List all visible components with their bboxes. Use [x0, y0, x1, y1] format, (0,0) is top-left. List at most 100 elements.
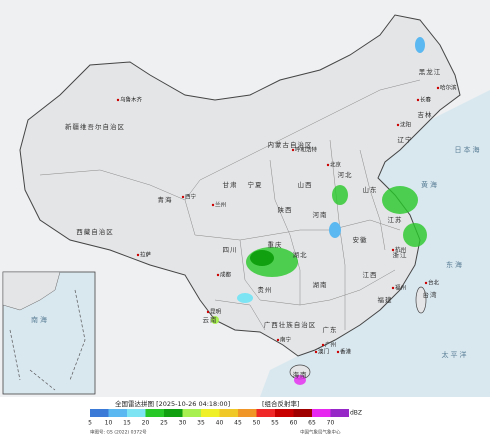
sea-label: 日本海: [455, 145, 482, 154]
legend-tick-label: 60: [290, 420, 298, 427]
legend-tick-label: 30: [179, 420, 187, 427]
legend-tick-label: 40: [216, 420, 224, 427]
region-label: 黑龙江: [419, 67, 442, 76]
city-dot: [391, 248, 395, 252]
region-label: 山西: [298, 180, 313, 189]
city-label: 兰州: [215, 201, 226, 209]
province-borders: [39, 79, 421, 331]
city-label: 杭州: [395, 246, 406, 254]
legend-tick-label: 25: [160, 420, 168, 427]
title: 全国雷达拼图 [2025-10-26 04:18:00]: [115, 399, 230, 408]
city-label: 北京: [330, 161, 342, 169]
sea-label: 太平洋: [442, 350, 469, 359]
region-label: 吉林: [418, 110, 433, 119]
legend-panel: [0, 397, 490, 439]
city-label: 台北: [428, 279, 440, 287]
legend-swatch: [164, 409, 183, 417]
legend-tick-label: 45: [234, 420, 242, 427]
city-dot: [216, 273, 220, 277]
legend-swatch: [201, 409, 220, 417]
city-dot: [116, 98, 120, 102]
city-label: 西宁: [185, 193, 197, 201]
city-dot: [291, 148, 295, 152]
region-label: 内蒙古自治区: [268, 140, 313, 149]
legend-swatch: [256, 409, 275, 417]
region-label: 新疆维吾尔自治区: [65, 122, 125, 131]
legend-swatch: [293, 409, 312, 417]
city-dot: [336, 350, 340, 354]
radar-echoes: [211, 37, 427, 385]
city-dot: [314, 350, 318, 354]
legend-swatch: [108, 409, 127, 417]
region-label: 山东: [363, 185, 378, 194]
product: [组合反射率]: [262, 399, 300, 408]
city-label: 澳门: [318, 348, 329, 356]
city-dot: [206, 310, 210, 314]
source: 中国气象局气象中心: [300, 429, 341, 436]
city-label: 哈尔滨: [440, 84, 457, 92]
legend-tick-label: 70: [327, 420, 335, 427]
legend-tick-label: 50: [253, 420, 261, 427]
legend-tick-label: 5: [88, 420, 92, 427]
region-label: 广东: [323, 325, 338, 334]
unit: dBZ: [350, 410, 362, 417]
city-dot: [396, 123, 400, 127]
city-label: 福州: [395, 284, 406, 292]
legend-tick-label: 35: [197, 420, 205, 427]
region-label: 云南: [203, 315, 218, 324]
sea-label: 黄海: [421, 180, 439, 189]
legend-swatch: [275, 409, 294, 417]
region-label: 青海: [158, 195, 173, 204]
legend-swatch: [90, 409, 109, 417]
region-label: 江苏: [388, 215, 403, 224]
inset-land: [2, 271, 61, 311]
region-label: 广西壮族自治区: [264, 320, 317, 329]
city-dot: [276, 338, 280, 342]
legend-swatch: [219, 409, 238, 417]
sea-label: 东海: [446, 260, 464, 269]
legend-tick-label: 65: [308, 420, 316, 427]
legend-swatch: [182, 409, 201, 417]
region-label: 湖南: [313, 280, 328, 289]
approval: 审图号: GS (2022) 0372号: [90, 429, 147, 436]
city-label: 长春: [420, 96, 432, 104]
region-label: 湖北: [293, 250, 308, 259]
city-dot: [181, 195, 185, 199]
city-label: 沈阳: [400, 121, 411, 129]
city-label: 乌鲁木齐: [120, 96, 143, 104]
region-label: 重庆: [268, 240, 283, 249]
city-dot: [436, 86, 440, 90]
sea-label: 南海: [31, 315, 49, 324]
region-label: 河北: [338, 171, 353, 179]
region-label: 贵州: [258, 285, 273, 294]
inset-boundary: [9, 289, 86, 391]
region-label: 甘肃: [223, 180, 238, 189]
sea: [260, 90, 490, 397]
region-label: 辽宁: [398, 135, 413, 144]
city-dot: [136, 253, 140, 257]
city-dot: [321, 343, 325, 347]
city-dot: [424, 281, 428, 285]
city-label: 香港: [340, 348, 352, 356]
city-dot: [391, 286, 395, 290]
city-label: 呼和浩特: [295, 146, 318, 154]
city-dot: [211, 203, 215, 207]
legend-tick-label: 10: [105, 420, 113, 427]
region-label: 安徽: [353, 235, 368, 244]
region-label: 宁夏: [248, 180, 263, 189]
region-label: 西藏自治区: [76, 227, 114, 236]
legend-swatch: [145, 409, 164, 417]
city-label: 昆明: [210, 309, 222, 316]
legend-swatch: [330, 409, 349, 417]
city-dot: [326, 163, 330, 167]
legend-swatch: [127, 409, 146, 417]
region-label: 四川: [223, 246, 238, 254]
legend-swatch: [238, 409, 257, 417]
legend-swatch: [312, 409, 331, 417]
city-label: 拉萨: [140, 251, 152, 259]
region-label: 福建: [378, 295, 393, 304]
city-label: 成都: [220, 271, 232, 279]
taiwan-island: [415, 286, 427, 314]
